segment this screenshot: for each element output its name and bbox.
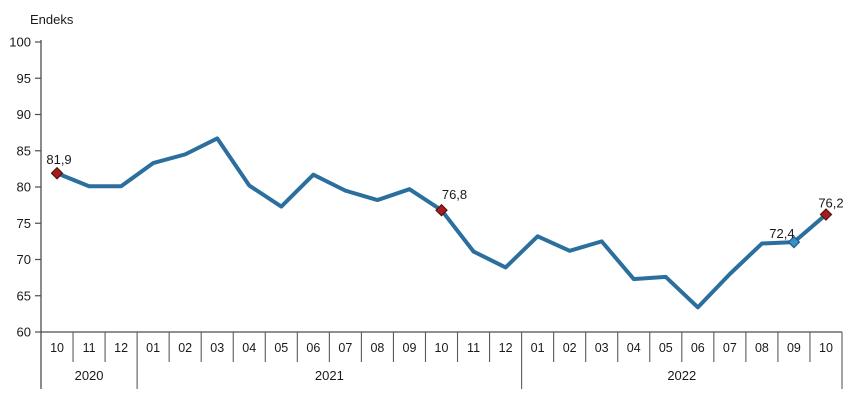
data-point-label: 81,9: [46, 152, 71, 167]
x-axis-month-label: 09: [403, 341, 417, 355]
x-axis-month-label: 12: [114, 341, 128, 355]
y-axis-tick-label: 90: [17, 107, 31, 122]
x-axis-month-label: 06: [306, 341, 320, 355]
x-axis-month-label: 10: [50, 341, 64, 355]
y-axis-tick-label: 80: [17, 180, 31, 195]
x-axis-month-label: 06: [691, 341, 705, 355]
highlighted-point-marker: [787, 235, 801, 249]
y-axis-tick-label: 60: [17, 325, 31, 340]
x-axis-month-label: 04: [627, 341, 641, 355]
x-axis-month-label: 03: [210, 341, 224, 355]
data-point-label: 76,8: [442, 187, 467, 202]
x-axis-month-label: 01: [531, 341, 545, 355]
y-axis-tick-label: 85: [17, 143, 31, 158]
data-point-label: 76,2: [818, 196, 843, 211]
x-axis-month-label: 02: [563, 341, 577, 355]
highlighted-point-marker: [435, 203, 448, 217]
x-axis-month-label: 11: [467, 341, 480, 355]
x-axis-month-label: 03: [595, 341, 609, 355]
x-axis-month-label: 09: [787, 341, 801, 355]
x-axis-month-label: 10: [819, 341, 833, 355]
x-axis-month-label: 04: [242, 341, 256, 355]
highlighted-point-marker: [819, 208, 833, 221]
y-axis-tick-label: 95: [17, 71, 31, 86]
x-axis-month-label: 02: [178, 341, 192, 355]
x-axis-month-label: 11: [83, 341, 96, 355]
data-point-label: 72,4: [769, 226, 794, 241]
x-axis-year-label: 2020: [75, 368, 104, 383]
index-series-line: [55, 136, 828, 310]
x-axis-year-label: 2021: [315, 368, 344, 383]
x-axis-month-label: 05: [274, 341, 288, 355]
y-axis-title: Endeks: [30, 12, 74, 27]
highlighted-point-marker: [50, 166, 64, 180]
x-axis-month-label: 08: [755, 341, 769, 355]
x-axis-month-label: 05: [659, 341, 673, 355]
x-axis-month-label: 07: [723, 341, 737, 355]
x-axis-month-label: 08: [370, 341, 384, 355]
x-axis-month-label: 07: [338, 341, 352, 355]
y-axis-tick-label: 65: [17, 288, 31, 303]
y-axis-tick-label: 100: [9, 35, 31, 50]
x-axis-month-label: 01: [146, 341, 160, 355]
x-axis-year-label: 2022: [667, 368, 696, 383]
x-axis-month-label: 12: [499, 341, 513, 355]
x-axis-month-label: 10: [435, 341, 449, 355]
y-axis-tick-label: 75: [17, 216, 31, 231]
y-axis-tick-label: 70: [17, 252, 31, 267]
